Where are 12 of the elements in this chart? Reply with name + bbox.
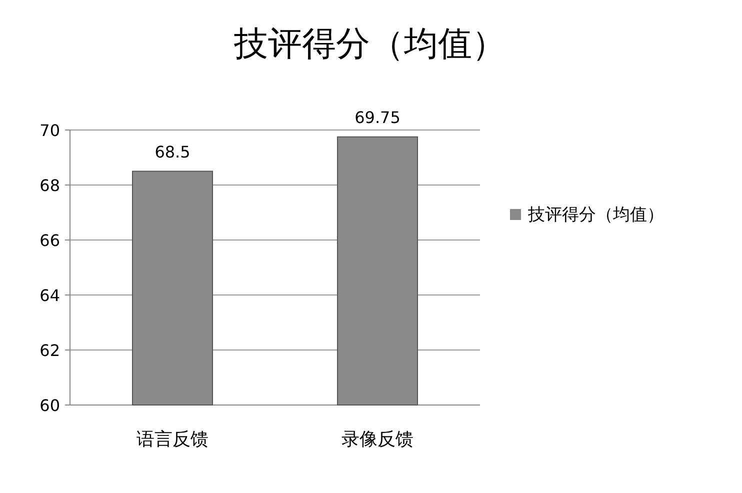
y-tick-label: 62 [40,341,60,360]
y-tick-label: 68 [40,176,60,195]
y-tick-label: 60 [40,396,60,415]
x-tick-label: 录像反馈 [342,429,414,450]
data-label: 69.75 [354,108,400,127]
y-tick-label: 70 [40,121,60,140]
chart-title: 技评得分（均值） [233,24,506,64]
legend-label: 技评得分（均值） [527,205,664,225]
y-tick-label: 64 [40,286,60,305]
data-label: 68.5 [154,142,190,162]
x-tick-label: 语言反馈 [136,429,208,450]
y-tick-label: 66 [40,231,60,250]
